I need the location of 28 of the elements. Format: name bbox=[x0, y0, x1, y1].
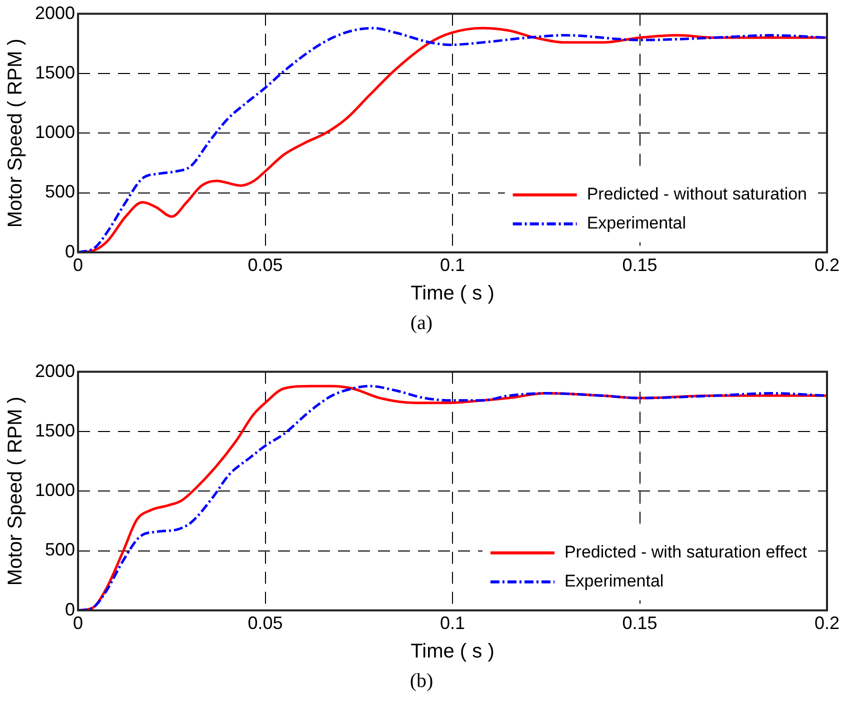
y-tick-label: 2000 bbox=[34, 2, 76, 23]
x-tick-label: 0.15 bbox=[622, 613, 658, 634]
x-tick-label: 0.05 bbox=[248, 255, 283, 276]
x-tick-label: 0.15 bbox=[622, 255, 658, 276]
y-tick-label: 500 bbox=[44, 182, 76, 202]
y-tick-label: 0 bbox=[65, 241, 76, 262]
x-axis-title: Time ( s ) bbox=[410, 640, 494, 663]
x-tick-label: 0.2 bbox=[814, 255, 840, 276]
legend-label: Experimental bbox=[586, 214, 686, 233]
x-tick-label: 0.05 bbox=[248, 613, 283, 634]
y-tick-label: 1500 bbox=[34, 420, 76, 440]
y-tick-label: 1000 bbox=[34, 480, 76, 500]
y-tick-label: 1000 bbox=[34, 122, 76, 142]
x-tick-label: 0.1 bbox=[440, 613, 466, 634]
legend-label: Experimental bbox=[564, 572, 664, 591]
legend-label: Predicted - with saturation effect bbox=[564, 542, 808, 562]
y-tick-label: 1500 bbox=[34, 62, 76, 82]
x-tick-label: 0.2 bbox=[814, 613, 840, 634]
y-tick-label: 500 bbox=[44, 540, 76, 560]
x-axis-title: Time ( s ) bbox=[410, 282, 494, 305]
x-tick-label: 0.1 bbox=[440, 255, 466, 276]
y-tick-label: 2000 bbox=[34, 360, 76, 381]
text: (b) bbox=[408, 670, 434, 693]
legend-label: Predicted - without saturation bbox=[586, 184, 807, 204]
text: (a) bbox=[409, 312, 434, 335]
y-tick-label: 0 bbox=[65, 599, 76, 620]
y-axis-title: Motor Speed ( RPM ) bbox=[4, 38, 27, 228]
y-axis-title: Motor Speed ( RPM ) bbox=[4, 396, 27, 586]
